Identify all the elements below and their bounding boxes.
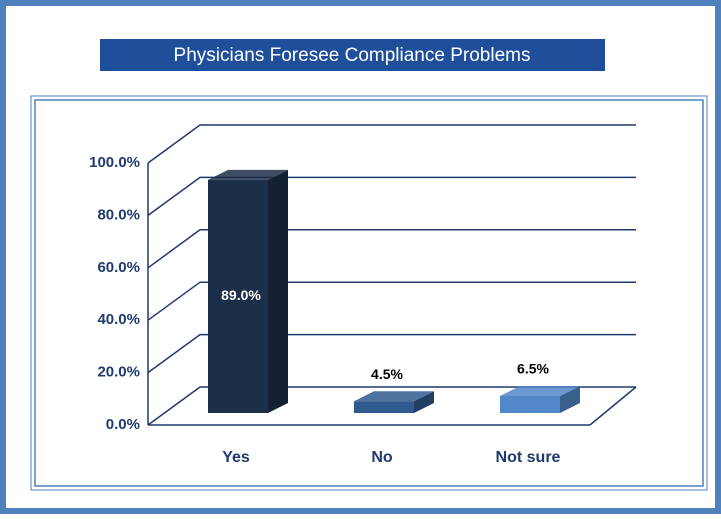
grid-line	[147, 124, 636, 164]
value-label: 6.5%	[517, 361, 549, 377]
y-tick-label: 0.0%	[106, 416, 140, 433]
bar-top	[208, 169, 288, 180]
bar-side	[414, 391, 434, 413]
plot-frame-outer	[30, 95, 708, 491]
value-label: 89.0%	[221, 287, 261, 303]
bar	[208, 179, 268, 413]
bar-top	[354, 391, 434, 402]
plot-frame-inner	[34, 99, 704, 487]
bar	[354, 401, 414, 413]
grid-line	[147, 386, 636, 426]
floor-right	[589, 386, 637, 426]
x-tick-label: Yes	[222, 449, 250, 466]
grid-line	[147, 229, 636, 269]
y-tick-label: 80.0%	[97, 206, 140, 223]
bar-side	[560, 385, 580, 413]
y-tick-label: 40.0%	[97, 311, 140, 328]
grid-line	[147, 333, 636, 374]
title-box	[100, 39, 605, 71]
bar-top	[500, 385, 580, 396]
x-tick-label: No	[371, 449, 393, 466]
x-tick-label: Not sure	[496, 449, 561, 466]
y-tick-label: 60.0%	[97, 259, 140, 276]
grid-line	[147, 176, 636, 217]
y-tick-label: 100.0%	[89, 154, 140, 171]
grid-line	[147, 281, 636, 321]
bar-side	[268, 169, 288, 413]
chart-title: Physicians Foresee Compliance Problems	[174, 45, 531, 66]
value-label: 4.5%	[371, 366, 403, 382]
bar	[500, 395, 560, 413]
y-tick-label: 20.0%	[97, 364, 140, 381]
